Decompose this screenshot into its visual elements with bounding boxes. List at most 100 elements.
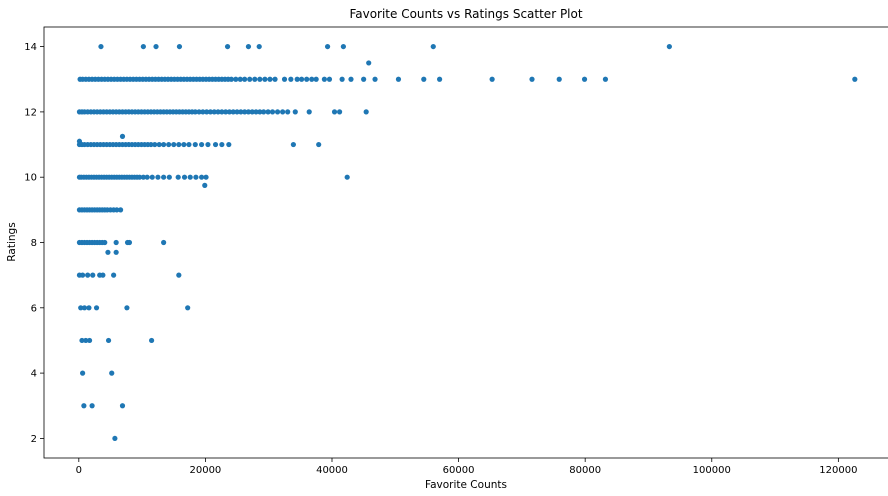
scatter-point [105, 249, 111, 255]
scatter-point [292, 109, 298, 115]
scatter-point [344, 174, 350, 180]
scatter-point [556, 76, 562, 82]
scatter-point [224, 43, 231, 50]
scatter-point [219, 141, 225, 148]
scatter-point [176, 272, 182, 278]
scatter-point [257, 109, 263, 115]
scatter-point [192, 141, 198, 148]
scatter-point [288, 76, 294, 82]
scatter-point [281, 76, 288, 82]
scatter-point [149, 174, 155, 180]
y-tick-label: 14 [24, 42, 37, 53]
scatter-point [152, 141, 158, 148]
scatter-point [140, 43, 146, 50]
x-tick-label: 60000 [443, 465, 475, 476]
scatter-point [223, 109, 229, 115]
scatter-point [294, 76, 300, 82]
scatter-point [602, 76, 609, 82]
scatter-point [102, 239, 108, 246]
scatter-point [372, 76, 378, 82]
y-tick-label: 6 [31, 303, 37, 314]
scatter-point [238, 109, 244, 115]
scatter-point [348, 76, 354, 82]
scatter-point [79, 337, 85, 344]
scatter-point [83, 337, 89, 344]
scatter-point [153, 43, 159, 50]
scatter-point [100, 272, 106, 278]
scatter-point [261, 109, 267, 115]
scatter-point [274, 109, 281, 115]
x-tick-label: 40000 [316, 465, 348, 476]
scatter-point [219, 109, 225, 115]
y-axis: 2 4 6 8 10 12 14 [24, 42, 44, 445]
scatter-point [242, 76, 248, 82]
scatter-point [161, 239, 167, 246]
x-axis: 0 20000 40000 60000 80000 100000 120000 [76, 458, 857, 476]
x-axis-label: Favorite Counts [425, 479, 507, 491]
scatter-point [203, 174, 209, 180]
scatter-point [421, 76, 427, 82]
scatter-point [85, 272, 91, 278]
scatter-point [529, 76, 535, 82]
scatter-point [321, 76, 327, 82]
scatter-point [93, 305, 100, 311]
scatter-point [148, 141, 154, 148]
x-tick-label: 80000 [569, 465, 601, 476]
scatter-point [313, 76, 319, 82]
scatter-point [326, 76, 333, 82]
scatter-point [256, 43, 262, 50]
scatter-point [262, 76, 268, 82]
scatter-point [181, 174, 188, 180]
plot-frame [43, 26, 888, 459]
scatter-point [852, 76, 858, 82]
scatter-point [237, 76, 243, 82]
scatter-point [211, 109, 217, 115]
scatter-point [265, 109, 271, 115]
scatter-point [105, 337, 112, 344]
scatter-point [117, 207, 124, 213]
scatter-point [119, 133, 126, 139]
scatter-point [336, 109, 343, 115]
scatter-point [187, 174, 193, 180]
scatter-point [205, 141, 211, 148]
scatter-point [176, 141, 182, 148]
scatter-point [126, 239, 133, 246]
scatter-point [272, 76, 278, 82]
scatter-point [81, 403, 87, 409]
scatter-point [200, 109, 206, 115]
scatter-point [196, 109, 202, 115]
scatter-point [166, 174, 172, 180]
scatter-point [666, 43, 672, 50]
scatter-point [309, 76, 315, 82]
scatter-point [252, 76, 258, 82]
scatter-point [242, 109, 248, 115]
scatter-point [89, 403, 95, 409]
scatter-point [257, 76, 263, 82]
scatter-point [340, 43, 346, 50]
scatter-point [202, 182, 208, 188]
scatter-point [437, 76, 443, 82]
scatter-point [245, 43, 252, 50]
scatter-point [280, 109, 286, 115]
scatter-point [230, 109, 236, 115]
x-tick-label: 20000 [189, 465, 221, 476]
chart-title: Favorite Counts vs Ratings Scatter Plot [349, 7, 582, 21]
scatter-point [175, 174, 181, 180]
scatter-point [306, 109, 312, 115]
scatter-point [430, 43, 436, 50]
scatter-point [204, 109, 210, 115]
scatter-point [395, 76, 402, 82]
scatter-point [161, 174, 167, 180]
scatter-point [253, 109, 259, 115]
scatter-point [489, 76, 495, 82]
scatter-point [144, 174, 150, 180]
x-tick-label: 120000 [819, 465, 857, 476]
scatter-point [124, 305, 130, 311]
scatter-point [207, 109, 214, 115]
scatter-point [112, 435, 118, 442]
scatter-point [136, 174, 143, 180]
x-tick-label: 100000 [693, 465, 731, 476]
scatter-point [192, 109, 198, 115]
scatter-point [285, 109, 291, 115]
scatter-point [155, 174, 161, 180]
